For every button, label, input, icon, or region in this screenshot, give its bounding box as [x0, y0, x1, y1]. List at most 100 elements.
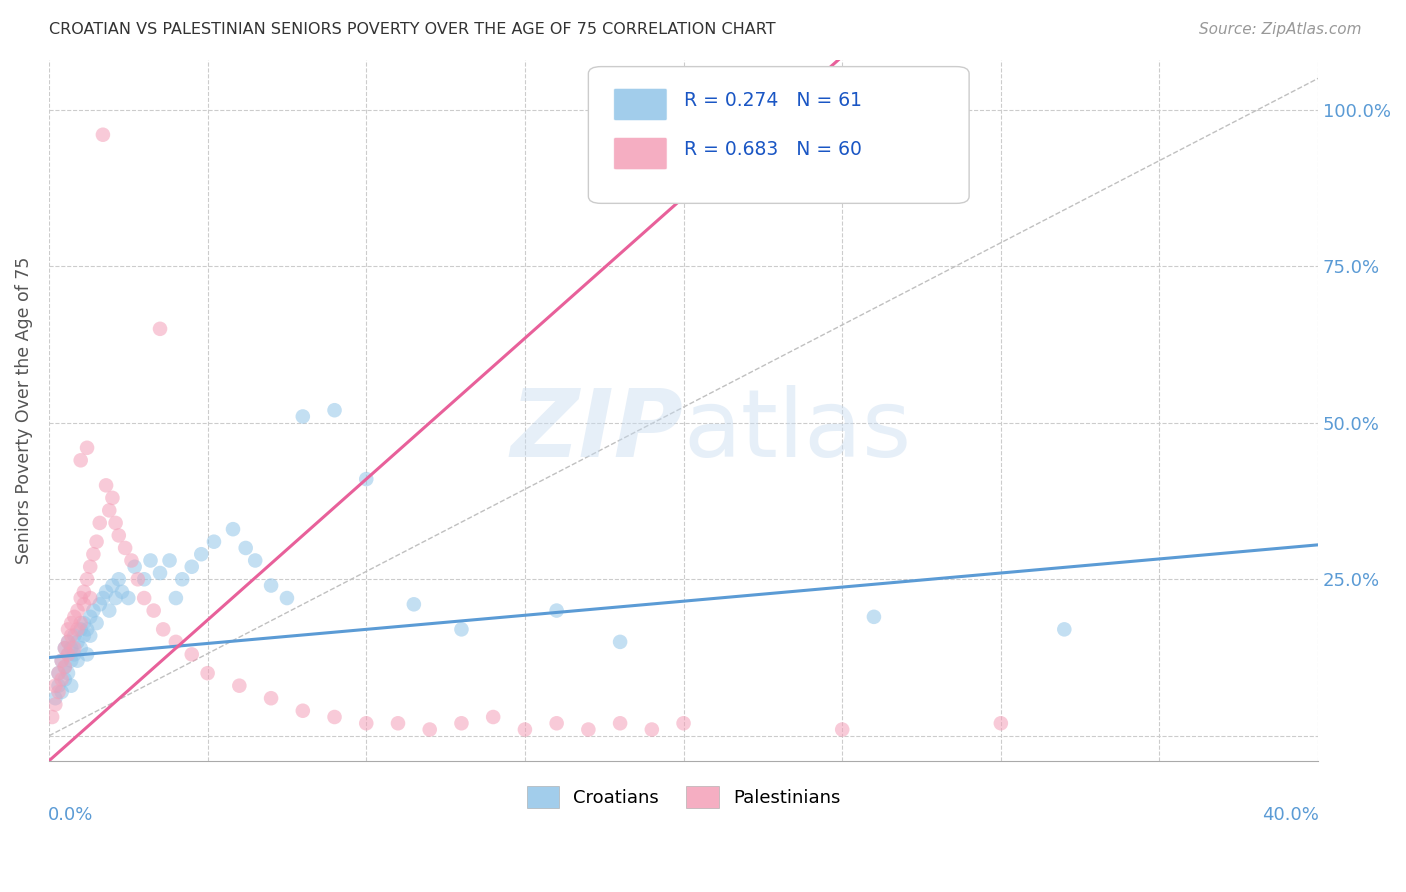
Text: atlas: atlas [683, 385, 912, 477]
Point [60, 654, 83, 668]
Point [44, 691, 66, 706]
Point [69, 641, 91, 656]
Point [82, 547, 104, 561]
Point [41, 710, 63, 724]
Point [235, 541, 257, 555]
Point [513, 723, 536, 737]
Point [94, 584, 117, 599]
Point [222, 522, 245, 536]
Point [149, 322, 172, 336]
Point [152, 623, 174, 637]
Point [66, 654, 89, 668]
Point [142, 603, 165, 617]
Point [69, 453, 91, 467]
Point [56, 648, 79, 662]
Point [76, 648, 98, 662]
Point [60, 616, 83, 631]
Point [44, 698, 66, 712]
Point [69, 623, 91, 637]
Point [53, 660, 76, 674]
Point [197, 666, 219, 681]
Point [51, 685, 73, 699]
Point [419, 723, 441, 737]
Point [641, 723, 664, 737]
Point [260, 691, 283, 706]
Point [48, 666, 70, 681]
Point [180, 559, 202, 574]
Point [76, 572, 98, 586]
Point [48, 679, 70, 693]
Point [101, 491, 124, 505]
Point [98, 503, 121, 517]
Point [69, 591, 91, 605]
Point [76, 623, 98, 637]
Point [482, 710, 505, 724]
Legend: Croatians, Palestinians: Croatians, Palestinians [519, 779, 848, 815]
Point [73, 629, 96, 643]
Text: CROATIAN VS PALESTINIAN SENIORS POVERTY OVER THE AGE OF 75 CORRELATION CHART: CROATIAN VS PALESTINIAN SENIORS POVERTY … [49, 22, 776, 37]
Point [56, 666, 79, 681]
FancyBboxPatch shape [614, 88, 666, 120]
Point [139, 553, 162, 567]
Point [73, 616, 96, 631]
Point [79, 629, 101, 643]
Point [402, 597, 425, 611]
Point [86, 534, 108, 549]
Point [51, 673, 73, 687]
Point [104, 516, 127, 530]
Point [323, 403, 346, 417]
Point [202, 534, 225, 549]
Text: ZIP: ZIP [510, 385, 683, 477]
Point [53, 673, 76, 687]
Point [60, 641, 83, 656]
Point [672, 716, 695, 731]
Point [79, 559, 101, 574]
Point [831, 723, 853, 737]
FancyBboxPatch shape [588, 67, 969, 203]
Point [609, 635, 631, 649]
Point [91, 128, 114, 142]
Point [245, 553, 267, 567]
Point [60, 629, 83, 643]
Point [51, 654, 73, 668]
Point [228, 679, 250, 693]
Point [89, 597, 111, 611]
Point [101, 578, 124, 592]
Point [546, 603, 568, 617]
Point [48, 666, 70, 681]
Point [104, 591, 127, 605]
Point [450, 623, 472, 637]
Point [63, 641, 86, 656]
Point [1053, 623, 1076, 637]
Point [190, 547, 212, 561]
Point [76, 441, 98, 455]
Point [609, 716, 631, 731]
Point [94, 478, 117, 492]
Point [89, 516, 111, 530]
Point [863, 610, 886, 624]
Point [44, 679, 66, 693]
Point [111, 584, 134, 599]
Point [66, 603, 89, 617]
Point [134, 591, 156, 605]
Point [86, 616, 108, 631]
Point [260, 578, 283, 592]
Point [291, 704, 314, 718]
Text: Source: ZipAtlas.com: Source: ZipAtlas.com [1198, 22, 1361, 37]
Point [56, 648, 79, 662]
Point [63, 648, 86, 662]
Point [91, 591, 114, 605]
Point [56, 623, 79, 637]
Point [79, 591, 101, 605]
Point [51, 654, 73, 668]
Point [107, 528, 129, 542]
Point [73, 597, 96, 611]
Point [450, 716, 472, 731]
Text: R = 0.274   N = 61: R = 0.274 N = 61 [683, 91, 862, 110]
Point [165, 591, 187, 605]
Point [107, 572, 129, 586]
Point [356, 716, 378, 731]
Text: 40.0%: 40.0% [1263, 806, 1319, 824]
Point [546, 716, 568, 731]
Point [356, 472, 378, 486]
